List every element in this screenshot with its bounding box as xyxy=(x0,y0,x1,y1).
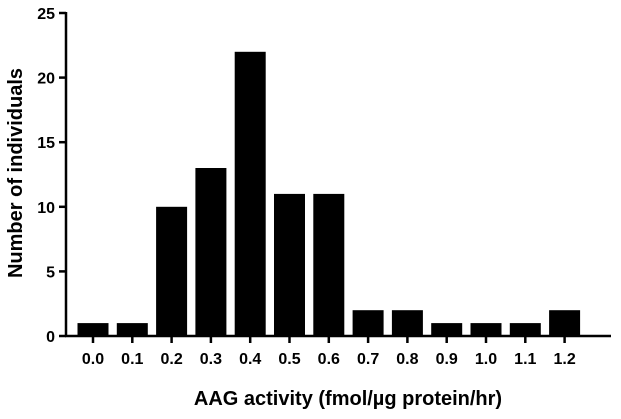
x-tick-label-0.5: 0.5 xyxy=(278,351,300,368)
x-tick-label-0.3: 0.3 xyxy=(200,351,222,368)
x-tick-label-0.8: 0.8 xyxy=(396,351,418,368)
x-axis-title: AAG activity (fmol/µg protein/hr) xyxy=(194,388,502,410)
bar-0.5 xyxy=(274,193,305,336)
bar-0.6 xyxy=(313,193,345,336)
bar-0.2 xyxy=(156,206,188,336)
y-tick-label-25: 25 xyxy=(37,6,55,23)
x-tick-label-0.7: 0.7 xyxy=(357,351,379,368)
x-tick-label-0.0: 0.0 xyxy=(82,351,104,368)
bar-0.4 xyxy=(234,51,266,337)
x-tick-label-0.2: 0.2 xyxy=(160,351,182,368)
bar-0.8 xyxy=(391,310,423,336)
bars-group xyxy=(77,51,581,337)
y-tick-label-15: 15 xyxy=(37,135,55,152)
x-tick-label-0.1: 0.1 xyxy=(121,351,143,368)
y-tick-label-5: 5 xyxy=(46,264,55,281)
y-axis: 0 5 10 15 20 25 xyxy=(37,6,68,346)
x-tick-label-1.0: 1.0 xyxy=(475,351,497,368)
bar-0.7 xyxy=(352,310,384,336)
bar-1.2 xyxy=(549,310,581,336)
bar-1.1 xyxy=(509,323,541,336)
y-tick-label-20: 20 xyxy=(37,71,55,88)
y-tick-label-10: 10 xyxy=(37,200,55,217)
x-axis: 0.0 0.1 0.2 0.3 0.4 0.5 0.6 0.7 0.8 0.9 1.0 1.1 1.2 xyxy=(65,334,611,368)
x-tick-label-0.9: 0.9 xyxy=(436,351,458,368)
x-tick-label-1.1: 1.1 xyxy=(514,351,536,368)
bar-1.0 xyxy=(470,323,502,336)
x-tick-label-0.4: 0.4 xyxy=(239,351,261,368)
y-tick-label-0: 0 xyxy=(46,329,55,346)
y-axis-title: Number of individuals xyxy=(5,68,27,278)
bar-0.1 xyxy=(116,323,148,336)
bar-0.3 xyxy=(195,168,227,336)
x-tick-label-0.6: 0.6 xyxy=(318,351,340,368)
x-tick-label-1.2: 1.2 xyxy=(553,351,575,368)
bar-0.9 xyxy=(431,323,463,336)
bar-0.0 xyxy=(77,323,109,336)
